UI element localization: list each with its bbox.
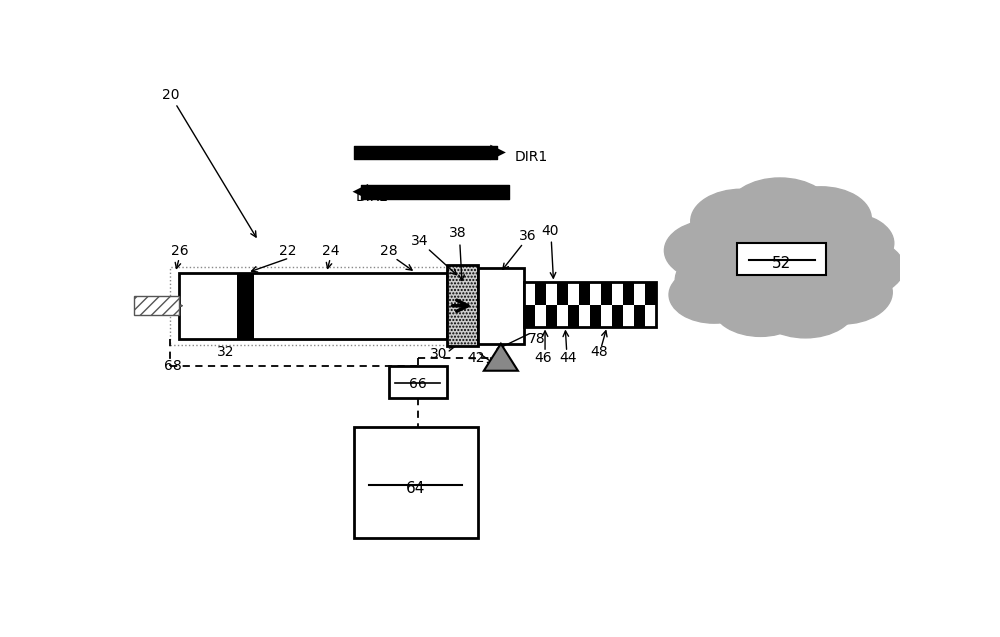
Bar xyxy=(388,366,447,397)
Text: 38: 38 xyxy=(449,226,467,240)
Bar xyxy=(623,282,634,304)
Circle shape xyxy=(792,261,892,324)
Text: 66: 66 xyxy=(409,377,426,391)
Circle shape xyxy=(811,238,904,297)
Text: 40: 40 xyxy=(541,224,558,238)
Bar xyxy=(601,282,612,304)
Circle shape xyxy=(755,274,856,338)
Text: 68: 68 xyxy=(164,359,182,373)
Bar xyxy=(237,273,254,339)
Text: 32: 32 xyxy=(217,345,234,359)
Bar xyxy=(557,282,568,304)
Text: 20: 20 xyxy=(162,88,180,102)
Circle shape xyxy=(727,178,833,245)
Bar xyxy=(170,267,456,345)
Circle shape xyxy=(798,213,894,274)
Bar xyxy=(634,304,645,327)
Text: 46: 46 xyxy=(535,352,552,366)
Text: 78: 78 xyxy=(528,332,546,346)
Text: 34: 34 xyxy=(411,234,428,248)
Text: 48: 48 xyxy=(590,345,608,359)
Text: 26: 26 xyxy=(172,243,189,257)
Circle shape xyxy=(691,189,792,253)
Bar xyxy=(568,304,579,327)
Bar xyxy=(645,282,656,304)
Text: 22: 22 xyxy=(279,243,296,257)
Text: 28: 28 xyxy=(380,243,397,257)
Bar xyxy=(447,265,478,347)
Bar xyxy=(546,304,557,327)
Text: 52: 52 xyxy=(772,255,791,271)
Bar xyxy=(737,243,826,275)
Text: 44: 44 xyxy=(560,352,577,366)
Bar xyxy=(524,282,656,327)
Bar xyxy=(579,282,590,304)
Circle shape xyxy=(669,266,759,323)
Text: 24: 24 xyxy=(322,243,339,257)
Text: 42: 42 xyxy=(467,352,485,366)
Bar xyxy=(590,304,601,327)
Text: DIR2: DIR2 xyxy=(356,190,389,204)
Text: 64: 64 xyxy=(406,481,425,496)
Bar xyxy=(179,273,447,339)
Circle shape xyxy=(712,276,809,336)
Text: 30: 30 xyxy=(430,347,448,361)
Circle shape xyxy=(664,220,761,281)
Bar xyxy=(612,304,623,327)
Text: 36: 36 xyxy=(519,229,537,243)
Bar xyxy=(478,268,524,344)
Bar xyxy=(134,296,179,315)
Circle shape xyxy=(675,248,776,312)
Bar xyxy=(535,282,546,304)
Bar xyxy=(354,427,478,538)
Circle shape xyxy=(702,216,857,314)
Polygon shape xyxy=(484,344,518,371)
Text: DIR1: DIR1 xyxy=(515,150,548,164)
Bar xyxy=(524,304,535,327)
Circle shape xyxy=(771,187,871,250)
